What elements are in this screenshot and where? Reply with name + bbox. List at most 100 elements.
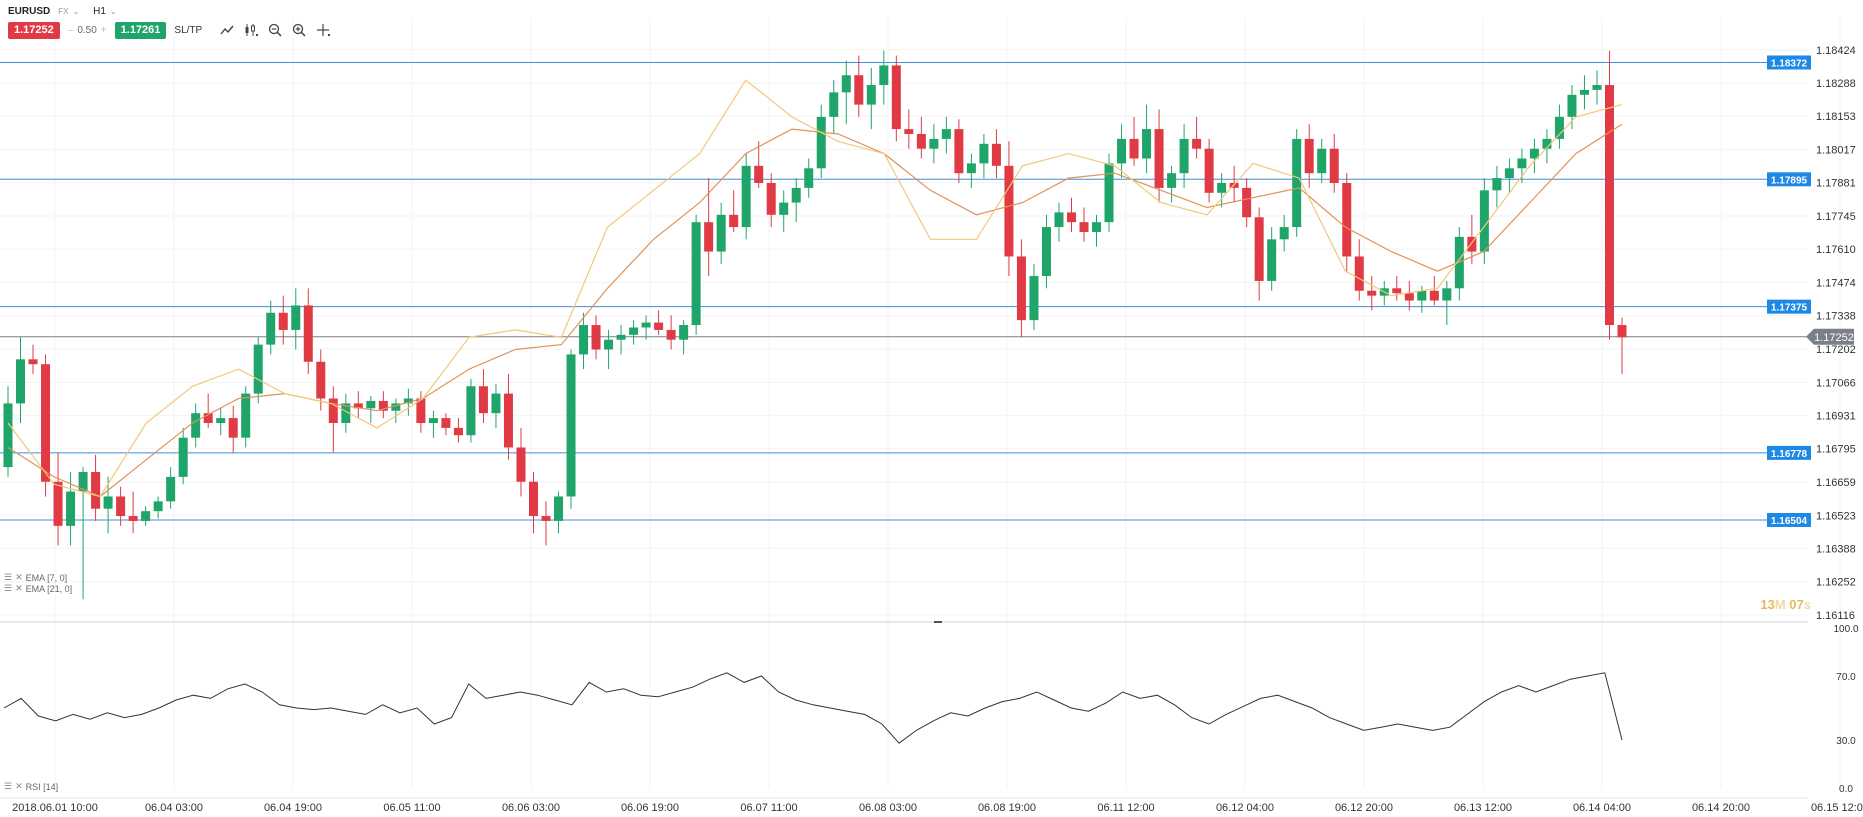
candle-bull [679, 325, 689, 340]
level-badge[interactable] [1767, 172, 1811, 187]
timer-seconds: 07 [1789, 597, 1804, 612]
candle-bear [116, 496, 126, 517]
time-tick-label: 06.06 03:00 [502, 802, 560, 814]
candle-bull [466, 386, 476, 436]
sltp-button[interactable]: SL/TP [174, 24, 203, 36]
candle-bear [704, 222, 714, 252]
zoom-out-icon[interactable] [268, 23, 282, 37]
candle-bull [641, 322, 651, 328]
level-badge-label: 1.17895 [1771, 175, 1808, 186]
price-tick-label: 1.17202 [1816, 344, 1856, 356]
candle-bull [1592, 85, 1602, 90]
candle-bull [1054, 212, 1064, 228]
candle-bull [579, 325, 589, 355]
candle-bear [478, 386, 488, 414]
price-tick-label: 1.16116 [1816, 610, 1855, 622]
candle-bull [741, 165, 751, 228]
candle-bear [1242, 187, 1252, 218]
minus-icon[interactable]: – [67, 24, 74, 36]
candle-bull [491, 393, 501, 414]
candle-bull [366, 400, 376, 409]
close-icon[interactable]: ✕ [15, 583, 23, 593]
candle-bear [53, 481, 63, 526]
candle-bear [1404, 293, 1414, 301]
candle-bull [629, 327, 639, 335]
candlestick-series [3, 50, 1627, 600]
drag-handle-icon[interactable]: ☰ [4, 572, 13, 582]
level-badge-label: 1.17375 [1771, 303, 1808, 314]
crosshair-icon[interactable] [316, 23, 331, 37]
trade-row: 1.17252 – 0.50 + 1.17261 SL/TP [8, 21, 331, 39]
level-badge[interactable] [1767, 299, 1811, 314]
candle-bull [1167, 173, 1177, 188]
time-tick-label: 06.14 04:00 [1573, 802, 1631, 814]
price-tick-label: 1.16795 [1816, 444, 1856, 456]
candles-icon[interactable] [244, 23, 259, 37]
candle-bull [341, 403, 351, 423]
level-badge[interactable] [1767, 55, 1811, 70]
timeframe-select[interactable]: H1 [93, 5, 106, 17]
level-badge[interactable] [1767, 512, 1811, 527]
candle-bull [16, 359, 26, 404]
close-icon[interactable]: ✕ [15, 572, 23, 582]
candle-bull [879, 65, 889, 86]
time-tick-label: 06.08 19:00 [978, 802, 1036, 814]
timer-minutes: 13 [1760, 597, 1775, 612]
candle-bull [816, 116, 826, 169]
sell-button[interactable]: 1.17252 [8, 21, 60, 39]
candle-bear [1304, 138, 1314, 174]
candle-bear [654, 322, 664, 330]
rsi-tick-label: 100.0 [1833, 624, 1858, 635]
chevron-down-icon[interactable]: ⌄ [109, 6, 117, 16]
candle-bear [891, 65, 901, 130]
candle-bull [941, 129, 951, 139]
candle-bull [253, 344, 263, 394]
candle-bear [1392, 288, 1402, 294]
time-tick-label: 2018.06.01 10:00 [12, 802, 98, 814]
rsi-line [3, 672, 1623, 744]
zoom-in-icon[interactable] [292, 23, 306, 37]
candle-bear [991, 143, 1001, 166]
candle-bear [1617, 325, 1627, 338]
symbol-name[interactable]: EURUSD [8, 5, 51, 17]
chevron-down-icon[interactable]: ⌄ [72, 6, 80, 16]
candle-bull [1442, 288, 1452, 301]
candle-bear [316, 361, 326, 399]
candle-timer: 13M 07s [1760, 597, 1811, 612]
buy-button[interactable]: 1.17261 [114, 21, 167, 39]
candle-bull [1292, 138, 1302, 228]
candle-bear [591, 325, 601, 350]
lot-size[interactable]: – 0.50 + [60, 25, 115, 36]
drag-handle-icon[interactable]: ☰ [4, 583, 13, 593]
close-icon[interactable]: ✕ [15, 781, 23, 791]
candle-bull [1504, 168, 1514, 179]
ema-fast-label[interactable]: ☰ ✕ EMA [7, 0] [4, 572, 67, 583]
price-tick-label: 1.16931 [1816, 410, 1856, 422]
candle-bull [266, 312, 276, 345]
candle-bull [141, 511, 151, 521]
candle-bear [1429, 290, 1439, 301]
price-tick-label: 1.17745 [1816, 211, 1856, 223]
candle-bear [328, 398, 338, 423]
lot-size-value: 0.50 [77, 24, 97, 36]
time-tick-label: 06.11 12:00 [1097, 802, 1154, 814]
candle-bear [1004, 165, 1014, 257]
candle-bull [616, 334, 626, 340]
candle-bull [604, 339, 614, 350]
candle-bull [1579, 89, 1589, 95]
plus-icon[interactable]: + [100, 24, 107, 36]
price-tick-label: 1.17610 [1816, 244, 1856, 256]
rsi-label[interactable]: ☰ ✕ RSI [14] [4, 781, 58, 792]
ema-slow-label[interactable]: ☰ ✕ EMA [21, 0] [4, 583, 72, 594]
drag-handle-icon[interactable]: ☰ [4, 781, 13, 791]
level-badge-label: 1.18372 [1771, 58, 1808, 69]
candle-bull [1554, 116, 1564, 139]
candle-bull [403, 398, 413, 404]
rsi-tick-label: 0.0 [1839, 784, 1853, 795]
line-chart-icon[interactable] [220, 23, 234, 37]
candle-bull [979, 143, 989, 164]
candle-bear [1367, 290, 1377, 296]
level-badge[interactable] [1767, 445, 1811, 460]
price-tick-label: 1.17881 [1816, 178, 1856, 190]
